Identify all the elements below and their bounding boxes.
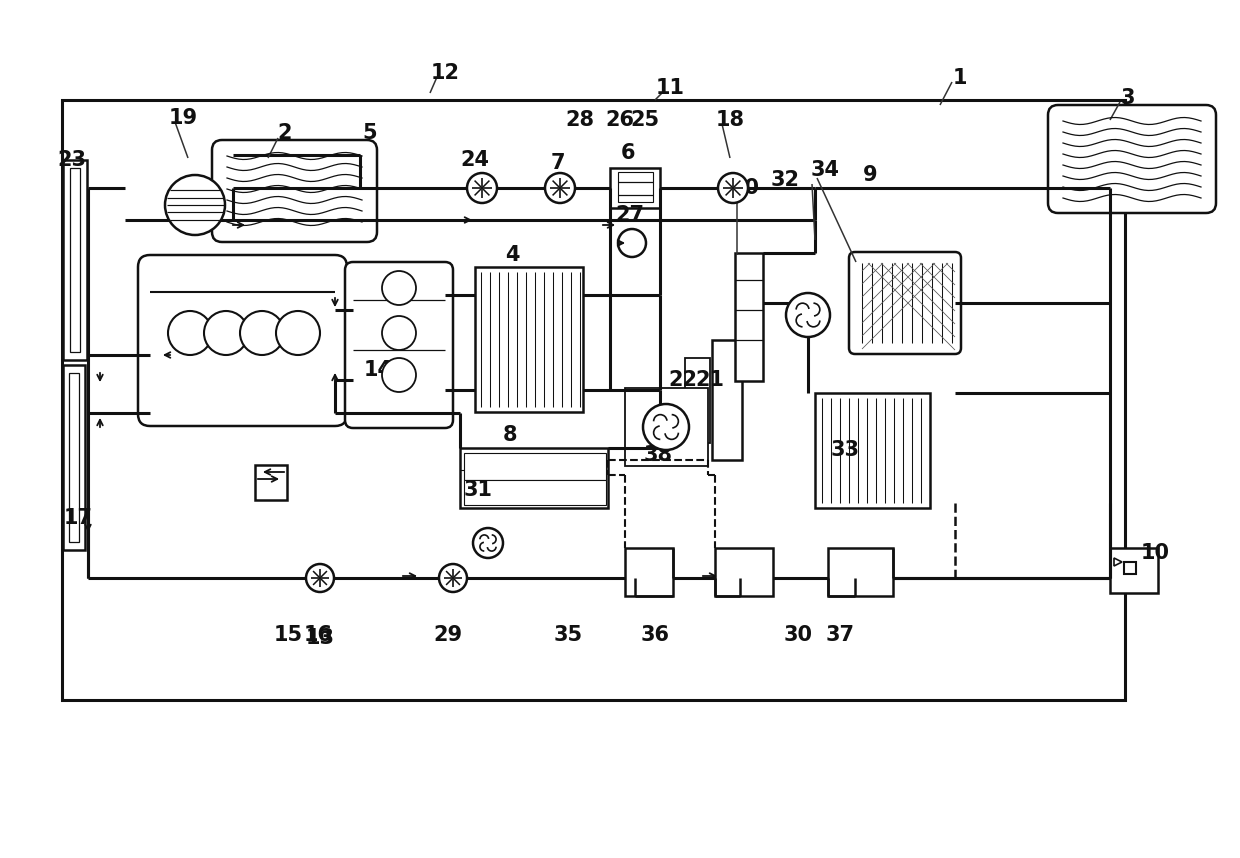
Bar: [1110, 548, 1158, 593]
FancyBboxPatch shape: [345, 262, 453, 428]
Circle shape: [467, 173, 497, 203]
Text: 10: 10: [1141, 543, 1169, 563]
Bar: [69, 373, 79, 542]
Text: 18: 18: [715, 110, 744, 130]
Bar: [69, 168, 81, 352]
Bar: [735, 253, 763, 381]
Circle shape: [277, 311, 320, 355]
Text: 6: 6: [621, 143, 635, 163]
Bar: [464, 480, 606, 505]
Circle shape: [382, 271, 415, 305]
Bar: [62, 100, 1125, 700]
Text: 11: 11: [656, 78, 684, 98]
Circle shape: [718, 173, 748, 203]
FancyBboxPatch shape: [1048, 105, 1216, 213]
Text: 1: 1: [952, 68, 967, 88]
Text: 2: 2: [278, 123, 293, 143]
Text: 17: 17: [63, 508, 93, 528]
Bar: [684, 358, 711, 443]
Circle shape: [167, 311, 212, 355]
Text: 25: 25: [630, 110, 660, 130]
Circle shape: [241, 311, 284, 355]
Bar: [63, 365, 86, 550]
Bar: [618, 172, 653, 202]
Text: 12: 12: [430, 63, 460, 83]
Text: 34: 34: [811, 160, 839, 180]
Bar: [610, 168, 660, 208]
Text: 14: 14: [363, 360, 393, 380]
Bar: [255, 465, 286, 500]
Text: 38: 38: [644, 445, 672, 465]
Text: 27: 27: [615, 205, 645, 225]
Circle shape: [165, 175, 224, 235]
Text: 35: 35: [553, 625, 583, 645]
Text: 21: 21: [696, 370, 724, 390]
Text: 28: 28: [565, 110, 594, 130]
Bar: [63, 160, 87, 360]
Text: 37: 37: [826, 625, 854, 645]
FancyBboxPatch shape: [212, 140, 377, 242]
Text: 36: 36: [641, 625, 670, 645]
Circle shape: [306, 564, 334, 592]
Bar: [625, 388, 708, 466]
Circle shape: [546, 173, 575, 203]
Text: 16: 16: [304, 625, 332, 645]
Text: 33: 33: [831, 440, 859, 460]
Bar: [475, 267, 583, 412]
Text: 7: 7: [551, 153, 565, 173]
Bar: [712, 340, 742, 460]
Text: 3: 3: [1121, 88, 1136, 108]
Text: 29: 29: [434, 625, 463, 645]
Text: 8: 8: [502, 425, 517, 445]
Circle shape: [644, 404, 689, 450]
Circle shape: [382, 316, 415, 350]
FancyBboxPatch shape: [849, 252, 961, 354]
Bar: [464, 453, 606, 480]
Bar: [815, 393, 930, 508]
Circle shape: [382, 358, 415, 392]
Circle shape: [205, 311, 248, 355]
Bar: [715, 548, 773, 596]
Text: 5: 5: [362, 123, 377, 143]
Text: 20: 20: [730, 178, 759, 198]
Text: 19: 19: [169, 108, 197, 128]
Circle shape: [439, 564, 467, 592]
Bar: [828, 548, 893, 596]
Text: 30: 30: [784, 625, 812, 645]
Text: 26: 26: [605, 110, 635, 130]
Text: 4: 4: [505, 245, 520, 265]
Text: 32: 32: [770, 170, 800, 190]
Text: 31: 31: [464, 480, 492, 500]
Bar: [625, 548, 673, 596]
Text: 23: 23: [57, 150, 87, 170]
Text: 13: 13: [305, 628, 335, 648]
Circle shape: [786, 293, 830, 337]
Bar: [460, 448, 608, 508]
Circle shape: [618, 229, 646, 257]
Text: 15: 15: [274, 625, 303, 645]
Text: 9: 9: [863, 165, 878, 185]
Circle shape: [472, 528, 503, 558]
FancyBboxPatch shape: [138, 255, 347, 426]
Text: 24: 24: [460, 150, 490, 170]
Text: 22: 22: [668, 370, 697, 390]
